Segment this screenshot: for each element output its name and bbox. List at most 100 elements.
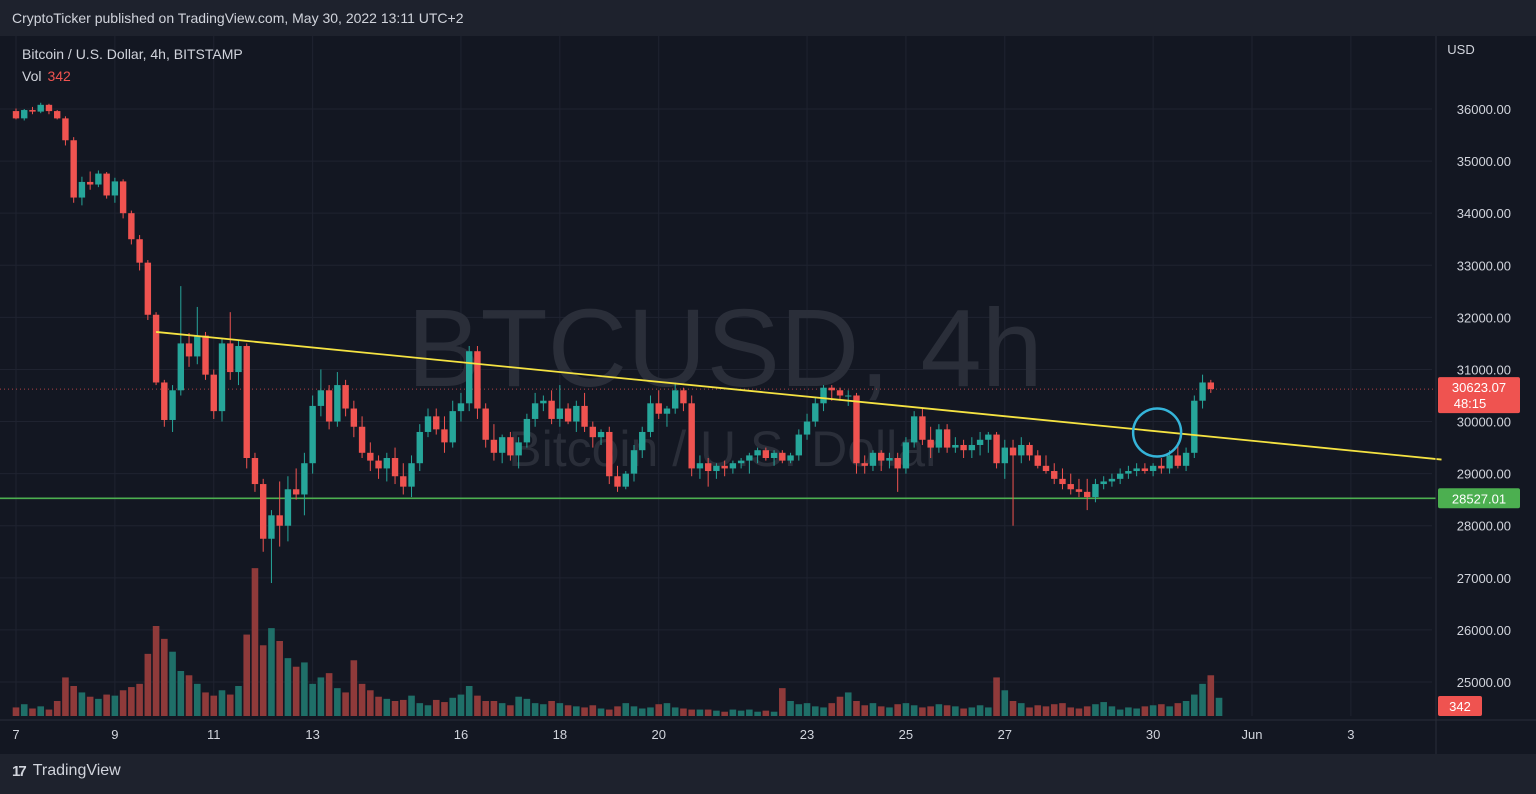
candle-body <box>556 408 564 419</box>
volume-bar <box>416 703 424 716</box>
volume-bar <box>334 688 341 716</box>
x-tick-label: 13 <box>305 727 319 742</box>
volume-bar <box>193 683 201 716</box>
volume-bar <box>424 705 432 716</box>
volume-bar <box>754 711 761 716</box>
candle-body <box>457 403 465 412</box>
candle-body <box>919 416 926 440</box>
y-tick-label: 27000.00 <box>1457 571 1511 586</box>
candle-body <box>1026 444 1033 456</box>
candle-body <box>795 434 802 456</box>
volume-bar <box>1125 707 1132 716</box>
volume-bar <box>185 675 193 716</box>
volume-bar <box>1001 690 1009 716</box>
candle-body <box>523 418 531 443</box>
x-tick-label: 3 <box>1347 727 1354 742</box>
volume-bar <box>70 686 77 716</box>
volume-bar <box>226 694 234 716</box>
candle-body <box>770 452 778 459</box>
candle-body <box>680 390 687 404</box>
volume-bar <box>663 703 671 716</box>
candle-body <box>235 346 242 373</box>
volume-bar <box>1108 706 1116 716</box>
tradingview-logo-icon: 17 <box>12 762 27 780</box>
y-tick-label: 36000.00 <box>1457 102 1511 117</box>
candle-body <box>622 473 629 487</box>
candle-body <box>927 439 934 448</box>
candle-body <box>78 181 86 198</box>
volume-bar <box>523 698 531 716</box>
volume-bar <box>1141 706 1149 716</box>
y-tick-label: 34000.00 <box>1457 206 1511 221</box>
volume-bar <box>301 662 308 716</box>
candle-body <box>21 110 28 119</box>
volume-bar <box>358 683 366 716</box>
candle-body <box>1108 478 1116 482</box>
y-tick-label: 32000.00 <box>1457 310 1511 325</box>
candle-body <box>861 463 868 466</box>
volume-bar <box>803 703 811 716</box>
volume-bar <box>37 706 45 716</box>
candle-body <box>655 403 662 414</box>
candle-body <box>564 408 572 422</box>
candle-body <box>194 335 201 357</box>
volume-bar <box>589 705 597 716</box>
trendline <box>155 331 1442 461</box>
volume-value-text: 342 <box>1449 699 1471 714</box>
candle-body <box>12 111 20 119</box>
candle-body <box>581 405 588 427</box>
candle-body <box>1092 484 1099 498</box>
volume-bar <box>548 701 555 716</box>
volume-bar <box>268 628 275 716</box>
volume-bar <box>45 709 53 716</box>
candle-body <box>433 416 440 430</box>
x-tick-label: Jun <box>1242 727 1263 742</box>
candle-body <box>696 463 704 469</box>
candle-body <box>902 442 910 469</box>
candle-body <box>869 452 877 466</box>
chart-legend: Bitcoin / U.S. Dollar, 4h, BITSTAMP Vol 3… <box>22 43 243 87</box>
volume-bar <box>935 704 943 716</box>
candle-body <box>853 395 860 464</box>
volume-bar <box>985 707 992 716</box>
candle-body <box>260 484 267 539</box>
tradingview-logo[interactable]: 17 TradingView <box>12 762 121 780</box>
axis-currency-label: USD <box>1447 42 1474 57</box>
volume-bar <box>1009 701 1017 716</box>
candle-body <box>1034 455 1041 466</box>
candle-body <box>243 346 250 459</box>
volume-bar <box>20 704 28 716</box>
volume-bar <box>1034 705 1042 716</box>
x-tick-label: 7 <box>12 727 19 742</box>
volume-bar <box>367 690 374 716</box>
candle-body <box>416 431 423 464</box>
candle-body <box>910 416 918 443</box>
candle-body <box>787 455 794 461</box>
candle-body <box>1182 452 1190 466</box>
candle-body <box>614 476 621 487</box>
y-tick-label: 33000.00 <box>1457 258 1511 273</box>
candle-body <box>37 104 44 112</box>
volume-bar <box>919 707 926 716</box>
volume-bar <box>202 692 209 716</box>
volume-bar <box>1050 704 1058 716</box>
candle-body <box>1009 447 1017 456</box>
volume-bar <box>1174 703 1182 716</box>
candle-body <box>367 452 374 461</box>
candle-body <box>441 429 448 443</box>
volume-bar <box>960 708 967 716</box>
x-tick-label: 16 <box>454 727 468 742</box>
volume-bar <box>1199 683 1206 716</box>
candle-body <box>128 213 135 240</box>
candle-body <box>383 458 390 469</box>
volume-bar <box>507 705 514 716</box>
volume-bar <box>597 708 605 716</box>
volume-bar <box>630 706 638 716</box>
candle-body <box>54 111 61 119</box>
candle-body <box>1018 444 1025 456</box>
candle-body <box>218 343 226 412</box>
volume-bar <box>696 709 704 716</box>
volume-bar <box>441 702 448 716</box>
volume-bar <box>647 707 654 716</box>
